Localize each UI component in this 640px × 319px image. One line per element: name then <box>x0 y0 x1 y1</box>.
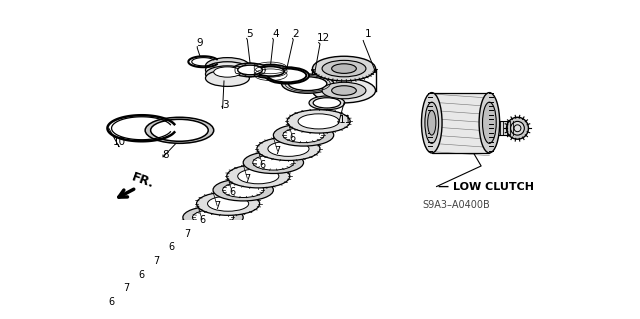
Ellipse shape <box>205 66 250 82</box>
Text: 6: 6 <box>139 270 145 280</box>
Text: FR.: FR. <box>129 171 156 191</box>
Text: 7: 7 <box>244 174 250 184</box>
Ellipse shape <box>232 63 268 77</box>
Text: 10: 10 <box>113 137 126 147</box>
Ellipse shape <box>193 210 234 225</box>
Text: 6: 6 <box>289 133 296 143</box>
Ellipse shape <box>322 82 366 99</box>
Ellipse shape <box>312 78 376 103</box>
Ellipse shape <box>268 141 309 156</box>
Ellipse shape <box>166 219 230 243</box>
Ellipse shape <box>257 137 320 160</box>
Bar <box>499 122 518 135</box>
Text: 7: 7 <box>184 229 190 239</box>
Ellipse shape <box>268 69 307 82</box>
Ellipse shape <box>422 93 442 153</box>
Text: 7: 7 <box>214 201 220 211</box>
Ellipse shape <box>282 74 333 93</box>
Ellipse shape <box>207 196 249 211</box>
Ellipse shape <box>483 102 496 143</box>
Text: — LOW CLUTCH: — LOW CLUTCH <box>438 182 534 192</box>
Ellipse shape <box>332 86 356 95</box>
Ellipse shape <box>283 128 324 143</box>
Text: 3: 3 <box>222 100 228 110</box>
Ellipse shape <box>223 182 264 197</box>
Ellipse shape <box>506 117 529 139</box>
Ellipse shape <box>196 192 260 215</box>
Ellipse shape <box>147 251 188 266</box>
Ellipse shape <box>253 155 294 170</box>
Ellipse shape <box>252 64 290 78</box>
Ellipse shape <box>298 114 339 129</box>
Text: 8: 8 <box>163 150 169 160</box>
Ellipse shape <box>332 64 356 73</box>
Text: 6: 6 <box>109 297 115 307</box>
Ellipse shape <box>132 265 173 280</box>
Ellipse shape <box>183 206 243 228</box>
Ellipse shape <box>205 70 250 86</box>
Ellipse shape <box>313 98 340 108</box>
Text: 9: 9 <box>196 38 203 48</box>
Text: 6: 6 <box>169 242 175 252</box>
Text: 1: 1 <box>365 29 371 39</box>
Text: 7: 7 <box>124 284 130 293</box>
Text: 11: 11 <box>339 115 353 125</box>
Ellipse shape <box>287 110 350 133</box>
Text: 5: 5 <box>246 29 253 39</box>
Text: 6: 6 <box>229 188 236 197</box>
Ellipse shape <box>213 179 273 201</box>
Ellipse shape <box>150 119 208 141</box>
Ellipse shape <box>214 67 241 77</box>
Ellipse shape <box>479 93 500 153</box>
Ellipse shape <box>145 117 214 143</box>
Ellipse shape <box>312 56 376 81</box>
Text: 12: 12 <box>317 33 330 43</box>
Ellipse shape <box>428 110 436 135</box>
Ellipse shape <box>122 261 183 283</box>
Text: 7: 7 <box>275 146 280 156</box>
Text: 7: 7 <box>154 256 160 266</box>
Ellipse shape <box>425 102 438 143</box>
Ellipse shape <box>106 274 169 298</box>
Ellipse shape <box>205 62 250 78</box>
Ellipse shape <box>117 278 158 293</box>
Ellipse shape <box>205 58 250 74</box>
Ellipse shape <box>163 237 204 252</box>
Ellipse shape <box>265 67 309 84</box>
Ellipse shape <box>257 67 284 76</box>
Ellipse shape <box>273 124 333 146</box>
Ellipse shape <box>227 165 290 188</box>
Ellipse shape <box>153 234 213 256</box>
Bar <box>432 93 490 153</box>
Text: 4: 4 <box>273 29 279 39</box>
Text: 6: 6 <box>259 160 266 170</box>
Ellipse shape <box>511 122 524 135</box>
Ellipse shape <box>237 65 262 75</box>
Ellipse shape <box>243 152 303 174</box>
Ellipse shape <box>237 169 279 184</box>
Ellipse shape <box>514 125 521 132</box>
Ellipse shape <box>177 224 218 239</box>
Text: 6: 6 <box>199 215 205 225</box>
Ellipse shape <box>136 247 199 270</box>
Ellipse shape <box>289 77 327 91</box>
Text: 2: 2 <box>292 29 299 39</box>
Ellipse shape <box>322 60 366 77</box>
Ellipse shape <box>309 96 345 110</box>
Text: S9A3–A0400B: S9A3–A0400B <box>423 200 491 210</box>
